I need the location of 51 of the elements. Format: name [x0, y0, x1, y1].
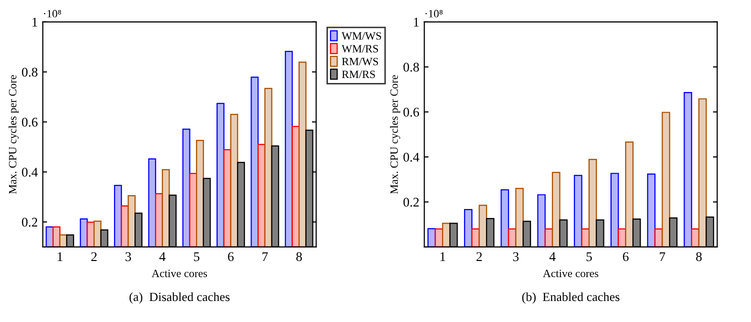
bar: [478, 204, 488, 247]
bar: [464, 209, 472, 247]
x-tick-label: 3: [126, 252, 132, 262]
bar: [625, 142, 634, 247]
bar: [684, 92, 692, 247]
legend-label: RM/RS: [342, 70, 375, 78]
x-axis-title: Active cores: [152, 270, 208, 278]
y-axis-title: Max. CPU cycles per Core: [8, 75, 19, 194]
legend-label: WM/RS: [342, 45, 378, 53]
x-tick-label: 2: [91, 252, 97, 261]
y-tick-label: 0.8: [403, 62, 419, 72]
x-tick-label: 8: [296, 252, 302, 262]
y-tick-label: 1: [414, 18, 419, 26]
y-tick-label: 0.2: [403, 198, 419, 207]
x-tick-label: 4: [549, 252, 556, 261]
bar: [552, 172, 560, 247]
legend-label: RM/WS: [342, 58, 378, 66]
x-tick-label: 1: [440, 252, 446, 261]
bar: [698, 98, 707, 247]
x-tick-label: 2: [476, 252, 482, 261]
bar: [647, 173, 656, 247]
y-tick-label: 1: [32, 18, 38, 26]
x-tick-label: 6: [622, 252, 629, 262]
text: (b) Enabled caches: [522, 292, 620, 304]
y-tick-label: 0.4: [22, 168, 38, 177]
bar: [574, 174, 582, 247]
bar: [662, 112, 670, 247]
text: ·10⁸: [44, 10, 62, 18]
x-tick-label: 7: [660, 252, 666, 261]
x-tick-label: 7: [262, 252, 268, 261]
y-tick-label: 0.6: [403, 108, 420, 117]
bar: [588, 158, 597, 247]
bar: [610, 172, 619, 247]
x-axis-title: Active cores: [542, 270, 598, 278]
legend-label: WM/WS: [342, 32, 382, 40]
y-tick-label: 0.6: [22, 118, 38, 127]
x-tick-label: 3: [513, 252, 519, 262]
x-tick-label: 6: [228, 252, 234, 262]
x-tick-label: 1: [58, 252, 62, 261]
text: ·10⁸: [426, 10, 443, 18]
x-tick-label: 4: [159, 252, 166, 261]
text: (a) Disabled caches: [130, 292, 230, 304]
y-tick-label: 0.4: [403, 152, 420, 162]
y-axis-title: Max. CPU cycles per Core: [390, 75, 400, 194]
x-tick-label: 5: [586, 252, 592, 262]
bar: [500, 189, 510, 247]
x-tick-label: 5: [194, 252, 200, 262]
bar: [537, 194, 546, 247]
y-tick-label: 0.2: [22, 218, 38, 227]
y-tick-label: 0.8: [22, 68, 38, 77]
x-tick-label: 8: [696, 252, 702, 262]
